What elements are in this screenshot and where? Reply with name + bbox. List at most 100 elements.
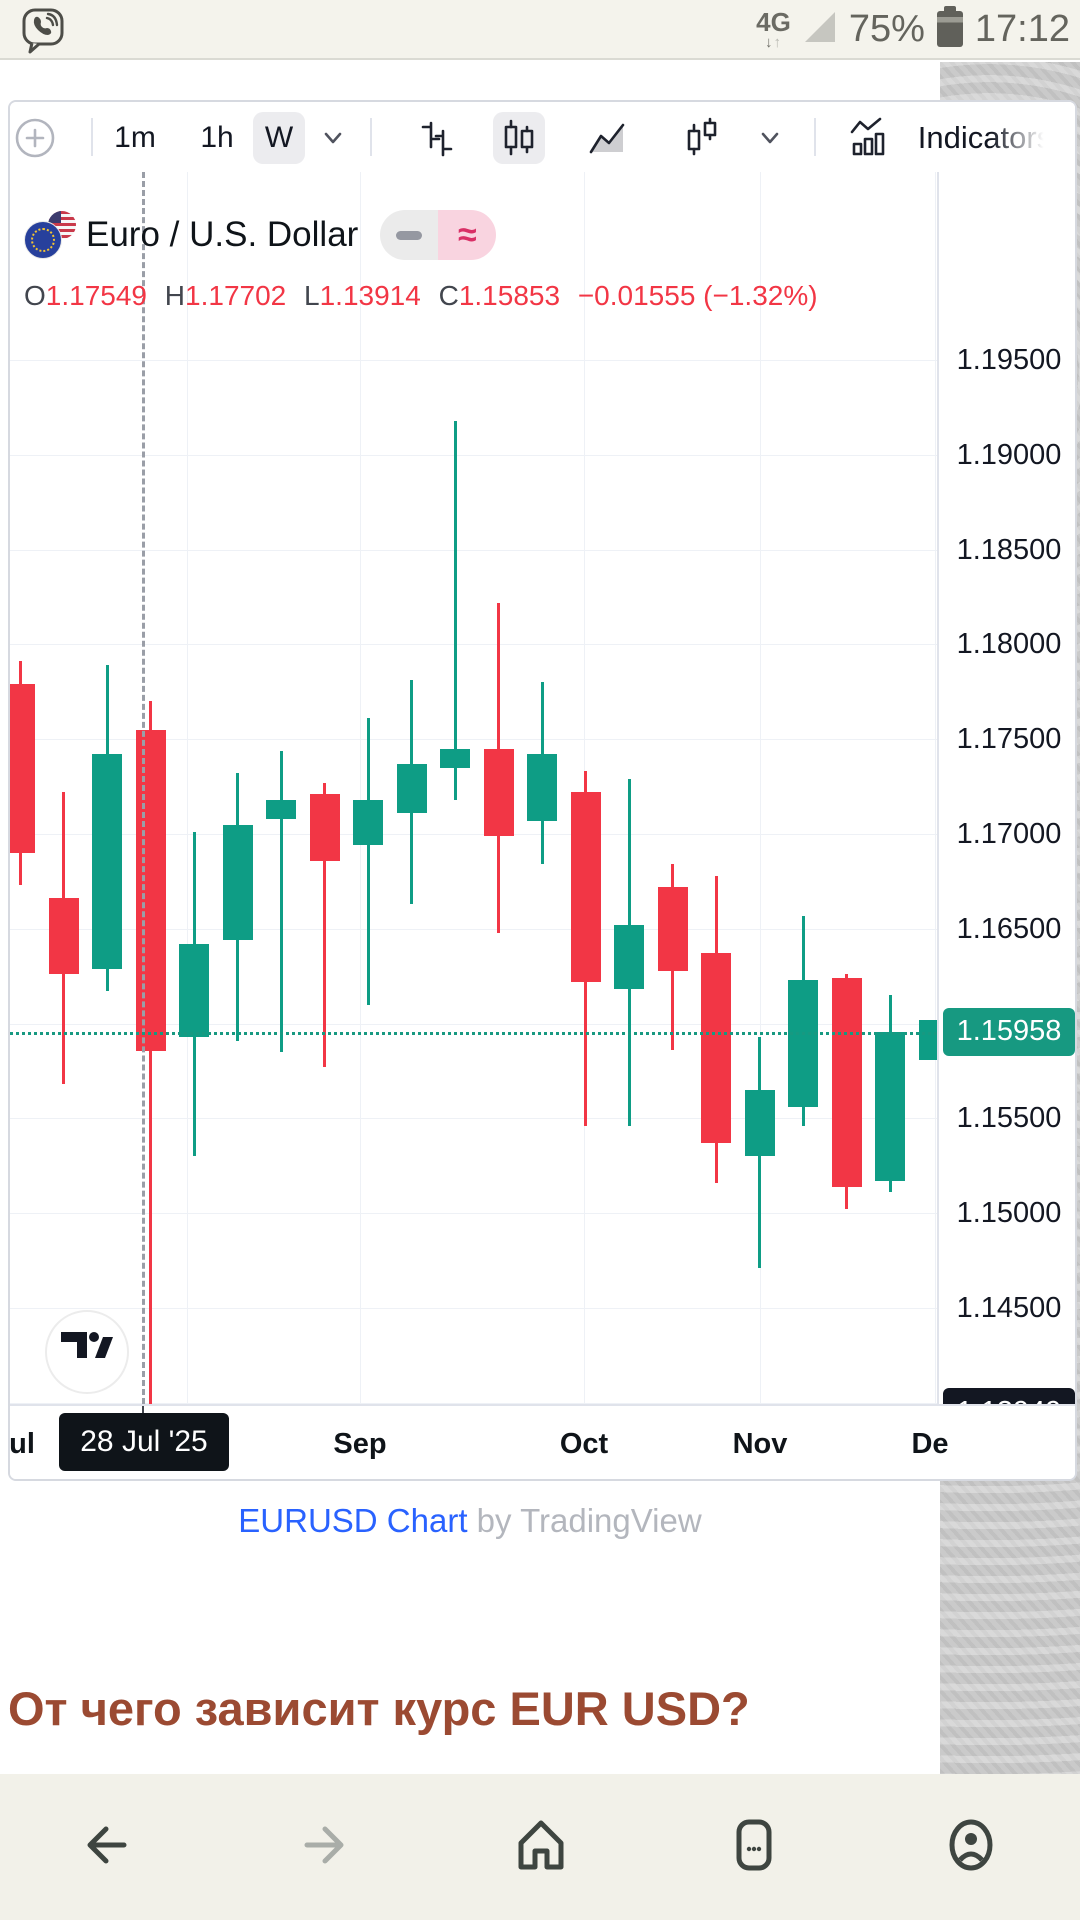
candle[interactable] (92, 754, 122, 969)
symbol-title[interactable]: Euro / U.S. Dollar (86, 215, 359, 254)
ohlc-readout: O1.17549 H1.17702 L1.13914 C1.15853 −0.0… (24, 280, 818, 312)
price-gridline (10, 739, 937, 741)
change-value: −0.01555 (−1.32%) (577, 280, 818, 311)
month-gridline (187, 172, 188, 1404)
footer-background (0, 1774, 1080, 1920)
candle[interactable] (222, 824, 253, 941)
date-axis-label: Nov (732, 1428, 788, 1460)
status-indicators: 4G ↓↑ 75% 17:12 (756, 0, 1070, 58)
candle[interactable] (396, 763, 427, 814)
candle[interactable] (918, 1019, 937, 1060)
wave-toggle-icon[interactable]: ≈ (438, 210, 497, 260)
tradingview-chart-widget: 1m 1h W (8, 100, 1077, 1481)
data-arrows-icon: ↓↑ (765, 33, 782, 51)
profile-button[interactable] (938, 1812, 1004, 1878)
low-value: 1.13914 (319, 280, 421, 311)
date-axis-label: Oct (559, 1428, 609, 1460)
network-type-indicator: 4G ↓↑ (756, 9, 791, 50)
open-value: 1.17549 (45, 280, 147, 311)
open-label: O (24, 280, 46, 311)
price-gridline (10, 1402, 937, 1404)
interval-dropdown-chevron-icon[interactable] (319, 112, 347, 164)
candle-wick (323, 782, 326, 1068)
candle[interactable] (875, 1031, 905, 1181)
price-gridline (10, 1213, 937, 1215)
style-dropdown-chevron-icon[interactable] (756, 112, 784, 164)
candle[interactable] (179, 943, 209, 1037)
minus-toggle-icon[interactable] (380, 210, 439, 260)
eurusd-chart-link[interactable]: EURUSD Chart (238, 1502, 468, 1539)
candle[interactable] (266, 799, 296, 819)
chart-style-hollow-candles-icon[interactable] (681, 112, 723, 164)
eu-flag-icon (24, 221, 62, 259)
chart-toolbar: 1m 1h W (10, 102, 1075, 172)
price-tick-label: 1.19500 (956, 344, 1062, 376)
candle[interactable] (744, 1089, 775, 1157)
price-gridline (10, 1308, 937, 1309)
forward-button[interactable] (291, 1812, 357, 1878)
candle[interactable] (483, 748, 514, 836)
chart-style-bars-icon[interactable] (416, 112, 456, 164)
tradingview-logo[interactable] (45, 1310, 129, 1395)
crosshair-axis-tick (142, 1406, 144, 1415)
symbol-header: Euro / U.S. Dollar ≈ (24, 210, 497, 260)
date-axis-label: De (911, 1428, 949, 1460)
month-gridline (360, 172, 361, 1404)
price-tick-label: 1.17500 (956, 723, 1062, 756)
candle[interactable] (309, 794, 340, 861)
interval-1m-button[interactable]: 1m (114, 112, 156, 164)
candle-wick (366, 718, 370, 1005)
indicators-icon[interactable] (846, 112, 890, 164)
candle[interactable] (10, 684, 35, 853)
candle[interactable] (788, 979, 818, 1108)
candle[interactable] (48, 898, 79, 975)
price-gridline (10, 360, 937, 361)
candle[interactable] (701, 953, 731, 1144)
low-label: L (304, 280, 320, 311)
viber-notification-icon[interactable] (20, 6, 66, 59)
crosshair-date-tooltip: 28 Jul '25 (59, 1413, 229, 1471)
tabs-button[interactable] (721, 1812, 787, 1878)
interval-week-button-selected[interactable]: W (253, 112, 305, 164)
price-tick-label: 1.15500 (956, 1102, 1062, 1135)
home-button[interactable] (508, 1812, 574, 1878)
attribution-suffix: by TradingView (467, 1502, 702, 1539)
candlestick-plot-area[interactable] (10, 172, 937, 1404)
candle[interactable] (657, 887, 688, 971)
current-price-line (10, 1031, 937, 1035)
candle[interactable] (831, 978, 862, 1187)
chart-style-candles-icon-selected[interactable] (493, 112, 545, 164)
price-gridline (10, 1118, 937, 1120)
candle[interactable] (440, 748, 470, 768)
battery-percent-label: 75% (848, 7, 925, 50)
candle[interactable] (135, 729, 166, 1052)
price-tick-label: 1.14500 (956, 1292, 1062, 1324)
close-value: 1.15853 (458, 280, 561, 311)
eurusd-flag-icon (24, 211, 76, 259)
compare-add-button[interactable] (14, 112, 56, 164)
toolbar-separator (814, 118, 816, 156)
indicators-button[interactable]: Indicators (917, 120, 1053, 155)
close-label: C (438, 280, 459, 311)
price-axis[interactable]: 1.15958 1.13949 1.195001.190001.185001.1… (937, 102, 1075, 1437)
toolbar-separator (91, 118, 93, 156)
back-button[interactable] (74, 1812, 140, 1878)
candle[interactable] (353, 799, 383, 846)
price-tick-label: 1.18000 (956, 628, 1062, 661)
candle[interactable] (527, 754, 557, 821)
symbol-toggle[interactable]: ≈ (380, 210, 497, 260)
network-type-label: 4G (756, 6, 791, 37)
clock-label: 17:12 (974, 7, 1070, 50)
candle-wick (149, 700, 152, 1404)
month-gridline (760, 172, 761, 1404)
interval-1h-button[interactable]: 1h (200, 112, 233, 164)
price-tick-label: 1.16500 (956, 912, 1062, 945)
candle[interactable] (614, 925, 644, 990)
price-tick-label: 1.18500 (956, 533, 1062, 566)
date-axis[interactable]: 28 Jul '25 ul Sep Oct Nov De (10, 1404, 1075, 1479)
chart-style-area-icon[interactable] (586, 112, 630, 164)
price-tick-label: 1.19000 (956, 438, 1062, 471)
battery-icon (936, 6, 963, 47)
candle[interactable] (570, 792, 601, 982)
